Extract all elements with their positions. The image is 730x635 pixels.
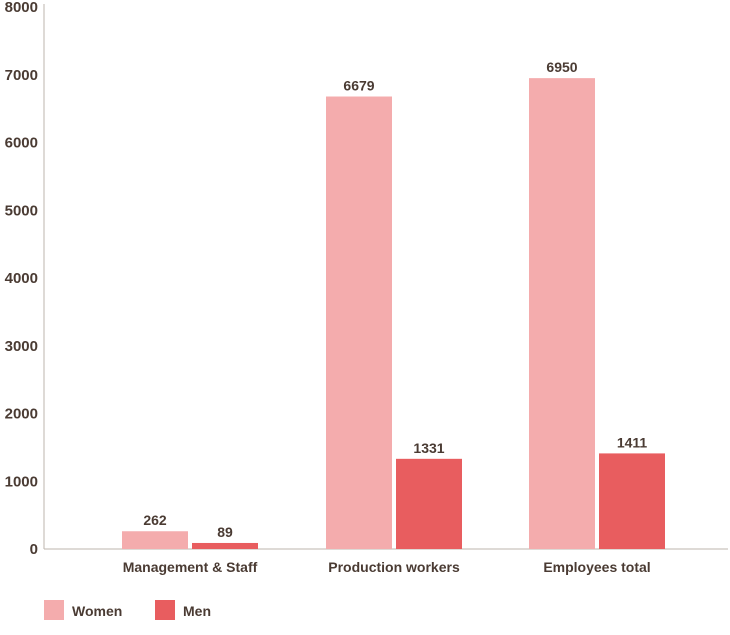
bar-men-3 [599,453,665,549]
legend: Women Men [44,600,211,620]
y-tick-label: 1000 [5,473,38,490]
y-tick-label: 3000 [5,338,38,355]
data-label-men-1: 89 [217,524,233,540]
data-label-men-3: 1411 [617,434,648,450]
legend-swatch-men [155,600,175,620]
y-tick-label: 5000 [5,202,38,219]
y-tick-label: 8000 [5,0,38,16]
bar-men-2 [396,458,462,549]
legend-label-men: Men [183,603,211,619]
legend-swatch-women [44,600,64,620]
bar-women-3 [529,78,595,549]
y-tick-label: 6000 [5,135,38,152]
x-category-label: Employees total [543,559,650,575]
y-tick-label: 2000 [5,406,38,423]
labels: 262 89 Management & Staff 6679 1331 Productio… [123,59,651,575]
bar-women-1 [122,531,188,549]
legend-label-women: Women [72,603,122,619]
data-label-women-2: 6679 [343,77,374,93]
data-label-women-3: 6950 [546,59,577,75]
data-label-women-1: 262 [143,512,167,528]
data-label-men-2: 1331 [413,440,444,456]
x-category-label: Production workers [328,559,460,575]
bar-women-2 [326,96,392,550]
bars [122,78,665,550]
y-tick-label: 7000 [5,67,38,84]
bar-men-1 [192,542,258,549]
x-category-label: Management & Staff [123,559,258,575]
y-tick-label: 4000 [5,270,38,287]
y-tick-label: 0 [30,541,38,558]
